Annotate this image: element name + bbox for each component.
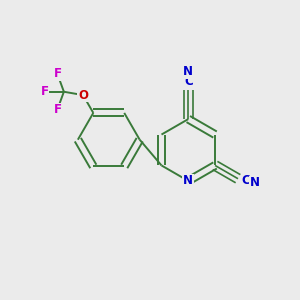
Text: F: F	[41, 85, 49, 98]
Text: N: N	[250, 176, 260, 189]
Text: N: N	[183, 174, 193, 188]
Text: F: F	[54, 103, 62, 116]
Text: O: O	[78, 88, 88, 102]
Text: C: C	[184, 75, 193, 88]
Text: N: N	[183, 65, 193, 78]
Text: F: F	[54, 67, 62, 80]
Text: C: C	[241, 174, 250, 187]
